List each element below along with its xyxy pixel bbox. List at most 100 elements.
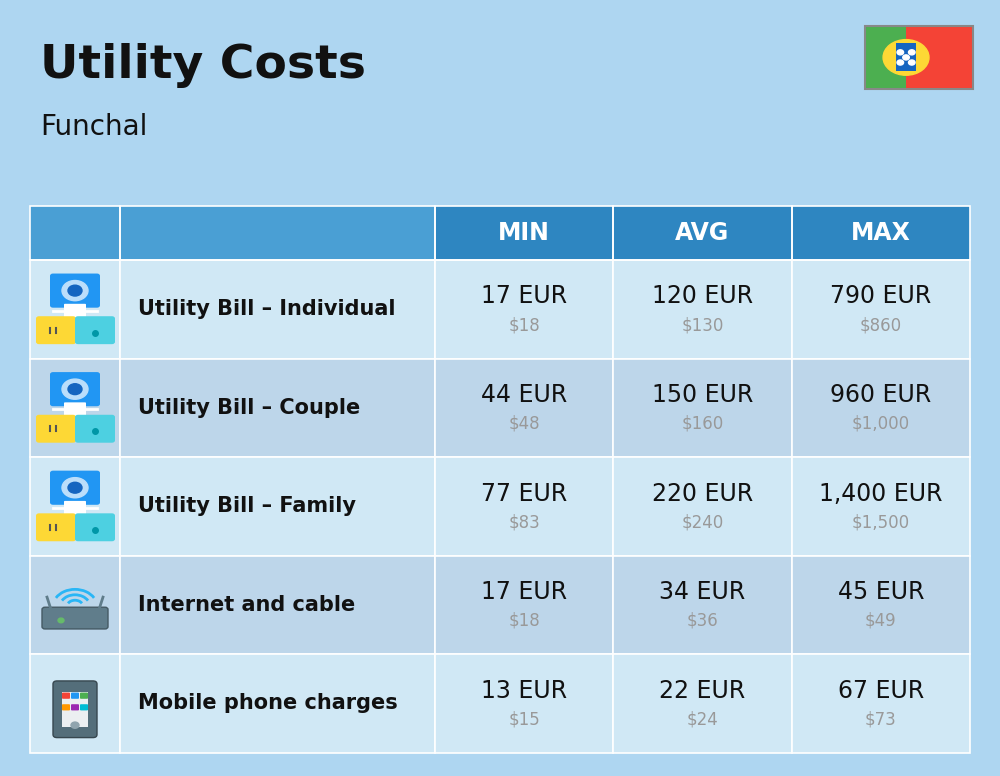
FancyBboxPatch shape — [64, 501, 86, 517]
Circle shape — [58, 618, 64, 622]
FancyBboxPatch shape — [613, 457, 792, 556]
Text: $18: $18 — [508, 316, 540, 334]
FancyBboxPatch shape — [792, 654, 970, 753]
FancyBboxPatch shape — [435, 556, 613, 654]
Text: Utility Bill – Individual: Utility Bill – Individual — [138, 300, 396, 319]
FancyBboxPatch shape — [896, 43, 916, 71]
FancyBboxPatch shape — [64, 402, 86, 417]
Text: $24: $24 — [687, 710, 718, 728]
Text: $83: $83 — [508, 513, 540, 531]
Text: Mobile phone charges: Mobile phone charges — [138, 694, 398, 713]
FancyBboxPatch shape — [435, 359, 613, 457]
Circle shape — [908, 60, 915, 65]
Circle shape — [897, 60, 904, 65]
FancyBboxPatch shape — [435, 457, 613, 556]
FancyBboxPatch shape — [30, 359, 120, 457]
Text: MAX: MAX — [851, 221, 911, 244]
Circle shape — [62, 280, 88, 300]
Text: 17 EUR: 17 EUR — [481, 285, 567, 308]
Circle shape — [68, 383, 82, 394]
Text: Utility Bill – Family: Utility Bill – Family — [138, 497, 356, 516]
FancyBboxPatch shape — [613, 556, 792, 654]
FancyBboxPatch shape — [120, 654, 435, 753]
Text: 67 EUR: 67 EUR — [838, 679, 924, 702]
FancyBboxPatch shape — [50, 470, 100, 504]
Circle shape — [903, 55, 909, 60]
Circle shape — [62, 379, 88, 399]
Text: Funchal: Funchal — [40, 113, 147, 140]
Text: Utility Costs: Utility Costs — [40, 43, 366, 88]
FancyBboxPatch shape — [792, 206, 970, 260]
FancyBboxPatch shape — [613, 654, 792, 753]
Text: 77 EUR: 77 EUR — [481, 482, 567, 505]
FancyBboxPatch shape — [30, 654, 120, 753]
Text: 960 EUR: 960 EUR — [830, 383, 931, 407]
FancyBboxPatch shape — [906, 26, 973, 89]
FancyBboxPatch shape — [36, 414, 76, 442]
FancyBboxPatch shape — [865, 26, 906, 89]
Circle shape — [883, 40, 929, 75]
FancyBboxPatch shape — [71, 692, 79, 698]
FancyBboxPatch shape — [50, 273, 100, 307]
FancyBboxPatch shape — [792, 556, 970, 654]
Text: 44 EUR: 44 EUR — [481, 383, 567, 407]
Text: MIN: MIN — [498, 221, 550, 244]
Circle shape — [62, 477, 88, 498]
Text: 790 EUR: 790 EUR — [830, 285, 931, 308]
Text: Utility Bill – Couple: Utility Bill – Couple — [138, 398, 360, 417]
FancyBboxPatch shape — [62, 705, 70, 711]
FancyBboxPatch shape — [613, 359, 792, 457]
FancyBboxPatch shape — [30, 260, 120, 359]
FancyBboxPatch shape — [792, 260, 970, 359]
FancyBboxPatch shape — [53, 681, 97, 737]
FancyBboxPatch shape — [80, 692, 88, 698]
Text: $130: $130 — [681, 316, 724, 334]
FancyBboxPatch shape — [75, 514, 115, 542]
Circle shape — [68, 285, 82, 296]
FancyBboxPatch shape — [62, 692, 88, 726]
FancyBboxPatch shape — [75, 414, 115, 442]
Text: $49: $49 — [865, 611, 897, 629]
FancyBboxPatch shape — [792, 457, 970, 556]
FancyBboxPatch shape — [120, 359, 435, 457]
Text: 120 EUR: 120 EUR — [652, 285, 753, 308]
FancyBboxPatch shape — [71, 705, 79, 711]
Text: 17 EUR: 17 EUR — [481, 580, 567, 604]
Circle shape — [71, 722, 79, 728]
Text: 34 EUR: 34 EUR — [659, 580, 746, 604]
Text: AVG: AVG — [675, 221, 730, 244]
Circle shape — [908, 50, 915, 55]
FancyBboxPatch shape — [435, 206, 613, 260]
Text: 220 EUR: 220 EUR — [652, 482, 753, 505]
Text: $160: $160 — [681, 414, 724, 432]
FancyBboxPatch shape — [80, 705, 88, 711]
Text: 1,400 EUR: 1,400 EUR — [819, 482, 943, 505]
Text: $36: $36 — [687, 611, 718, 629]
FancyBboxPatch shape — [435, 654, 613, 753]
FancyBboxPatch shape — [613, 206, 792, 260]
FancyBboxPatch shape — [30, 457, 120, 556]
FancyBboxPatch shape — [50, 372, 100, 407]
Text: 150 EUR: 150 EUR — [652, 383, 753, 407]
FancyBboxPatch shape — [36, 514, 76, 542]
FancyBboxPatch shape — [120, 457, 435, 556]
Text: $15: $15 — [508, 710, 540, 728]
FancyBboxPatch shape — [36, 317, 76, 345]
FancyBboxPatch shape — [30, 206, 435, 260]
Text: $240: $240 — [681, 513, 724, 531]
Text: $18: $18 — [508, 611, 540, 629]
Text: $48: $48 — [508, 414, 540, 432]
Text: $1,000: $1,000 — [852, 414, 910, 432]
FancyBboxPatch shape — [120, 556, 435, 654]
FancyBboxPatch shape — [64, 303, 86, 320]
Text: $73: $73 — [865, 710, 897, 728]
FancyBboxPatch shape — [62, 692, 70, 698]
FancyBboxPatch shape — [30, 556, 120, 654]
Text: 45 EUR: 45 EUR — [838, 580, 924, 604]
FancyBboxPatch shape — [792, 359, 970, 457]
FancyBboxPatch shape — [435, 260, 613, 359]
Text: $860: $860 — [860, 316, 902, 334]
Text: 13 EUR: 13 EUR — [481, 679, 567, 702]
Text: $1,500: $1,500 — [852, 513, 910, 531]
FancyBboxPatch shape — [120, 260, 435, 359]
